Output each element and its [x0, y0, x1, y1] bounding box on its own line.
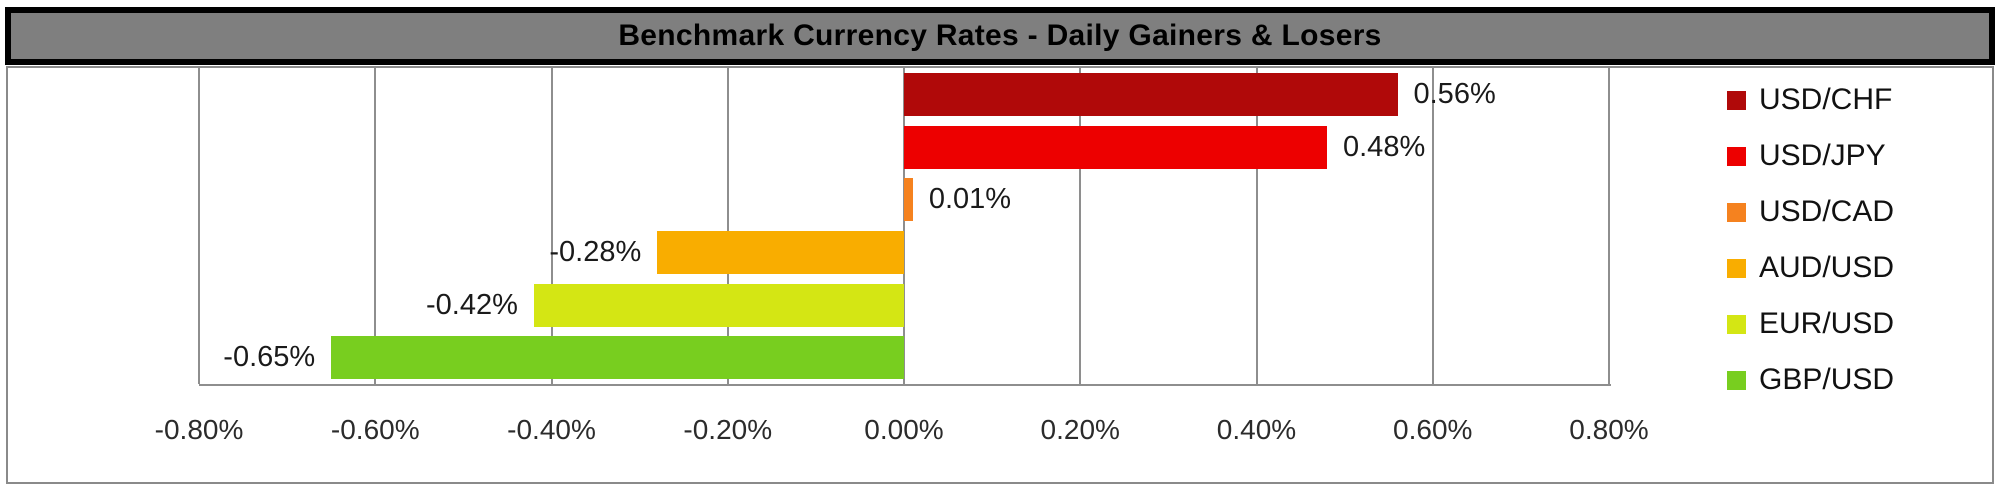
gridline	[1431, 68, 1434, 384]
legend-swatch-icon	[1727, 370, 1746, 390]
bar-eur-usd	[533, 283, 904, 327]
bar-gbp-usd	[331, 336, 904, 380]
x-tick-label: 0.60%	[1393, 414, 1473, 445]
chart-area: 0.56% 0.48% 0.01% -0.28% -0.42% -0.65% -0.80%…	[6, 66, 1994, 484]
gridline	[1079, 68, 1082, 384]
legend-label: GBP/USD	[1759, 363, 1895, 396]
legend-item-usd-jpy: USD/JPY	[1727, 128, 1886, 184]
legend-label: USD/JPY	[1759, 139, 1886, 172]
plot-area: 0.56% 0.48% 0.01% -0.28% -0.42% -0.65%	[198, 68, 1611, 386]
x-tick-label: -0.80%	[154, 414, 244, 445]
bar-usd-cad	[904, 178, 913, 222]
gridline	[903, 68, 905, 384]
bar-value-label-usd-jpy: 0.48%	[1343, 130, 1426, 163]
x-tick-label: -0.60%	[330, 414, 420, 445]
bar-value-label-eur-usd: -0.42%	[425, 288, 518, 321]
x-tick-label: -0.40%	[507, 414, 596, 445]
legend-item-usd-chf: USD/CHF	[1727, 72, 1892, 128]
x-tick-label: 0.20%	[1040, 414, 1120, 445]
gridline	[198, 68, 200, 384]
bar-value-label-aud-usd: -0.28%	[549, 235, 642, 268]
bar-value-label-usd-chf: 0.56%	[1413, 77, 1496, 110]
legend-label: USD/CHF	[1759, 83, 1893, 116]
legend-swatch-icon	[1727, 202, 1746, 222]
x-tick-label: 0.80%	[1569, 414, 1649, 445]
legend-swatch-icon	[1727, 314, 1746, 334]
gridline	[550, 68, 553, 384]
gridline	[374, 68, 377, 384]
gridline	[726, 68, 729, 384]
legend-swatch-icon	[1727, 146, 1746, 166]
x-tick-label: 0.00%	[864, 414, 944, 445]
legend-item-gbp-usd: GBP/USD	[1727, 352, 1894, 408]
bar-usd-jpy	[904, 125, 1327, 169]
legend-swatch-icon	[1727, 258, 1746, 278]
legend-swatch-icon	[1727, 90, 1746, 110]
legend-label: USD/CAD	[1759, 195, 1895, 228]
bar-usd-chf	[904, 72, 1398, 116]
gridline	[1255, 68, 1258, 384]
bar-value-label-usd-cad: 0.01%	[928, 183, 1012, 216]
x-axis-line	[199, 384, 1611, 386]
chart-title: Benchmark Currency Rates - Daily Gainers…	[618, 19, 1382, 52]
legend-item-eur-usd: EUR/USD	[1727, 296, 1894, 352]
legend-item-aud-usd: AUD/USD	[1727, 240, 1894, 296]
legend-label: EUR/USD	[1759, 307, 1895, 340]
gridline	[1608, 68, 1610, 384]
bar-aud-usd	[657, 230, 904, 274]
x-tick-label: -0.20%	[683, 414, 773, 445]
legend-item-usd-cad: USD/CAD	[1727, 184, 1894, 240]
bar-value-label-gbp-usd: -0.65%	[223, 341, 316, 374]
chart-title-bar: Benchmark Currency Rates - Daily Gainers…	[5, 7, 1995, 65]
x-tick-label: 0.40%	[1216, 414, 1297, 445]
legend-label: AUD/USD	[1759, 251, 1895, 284]
